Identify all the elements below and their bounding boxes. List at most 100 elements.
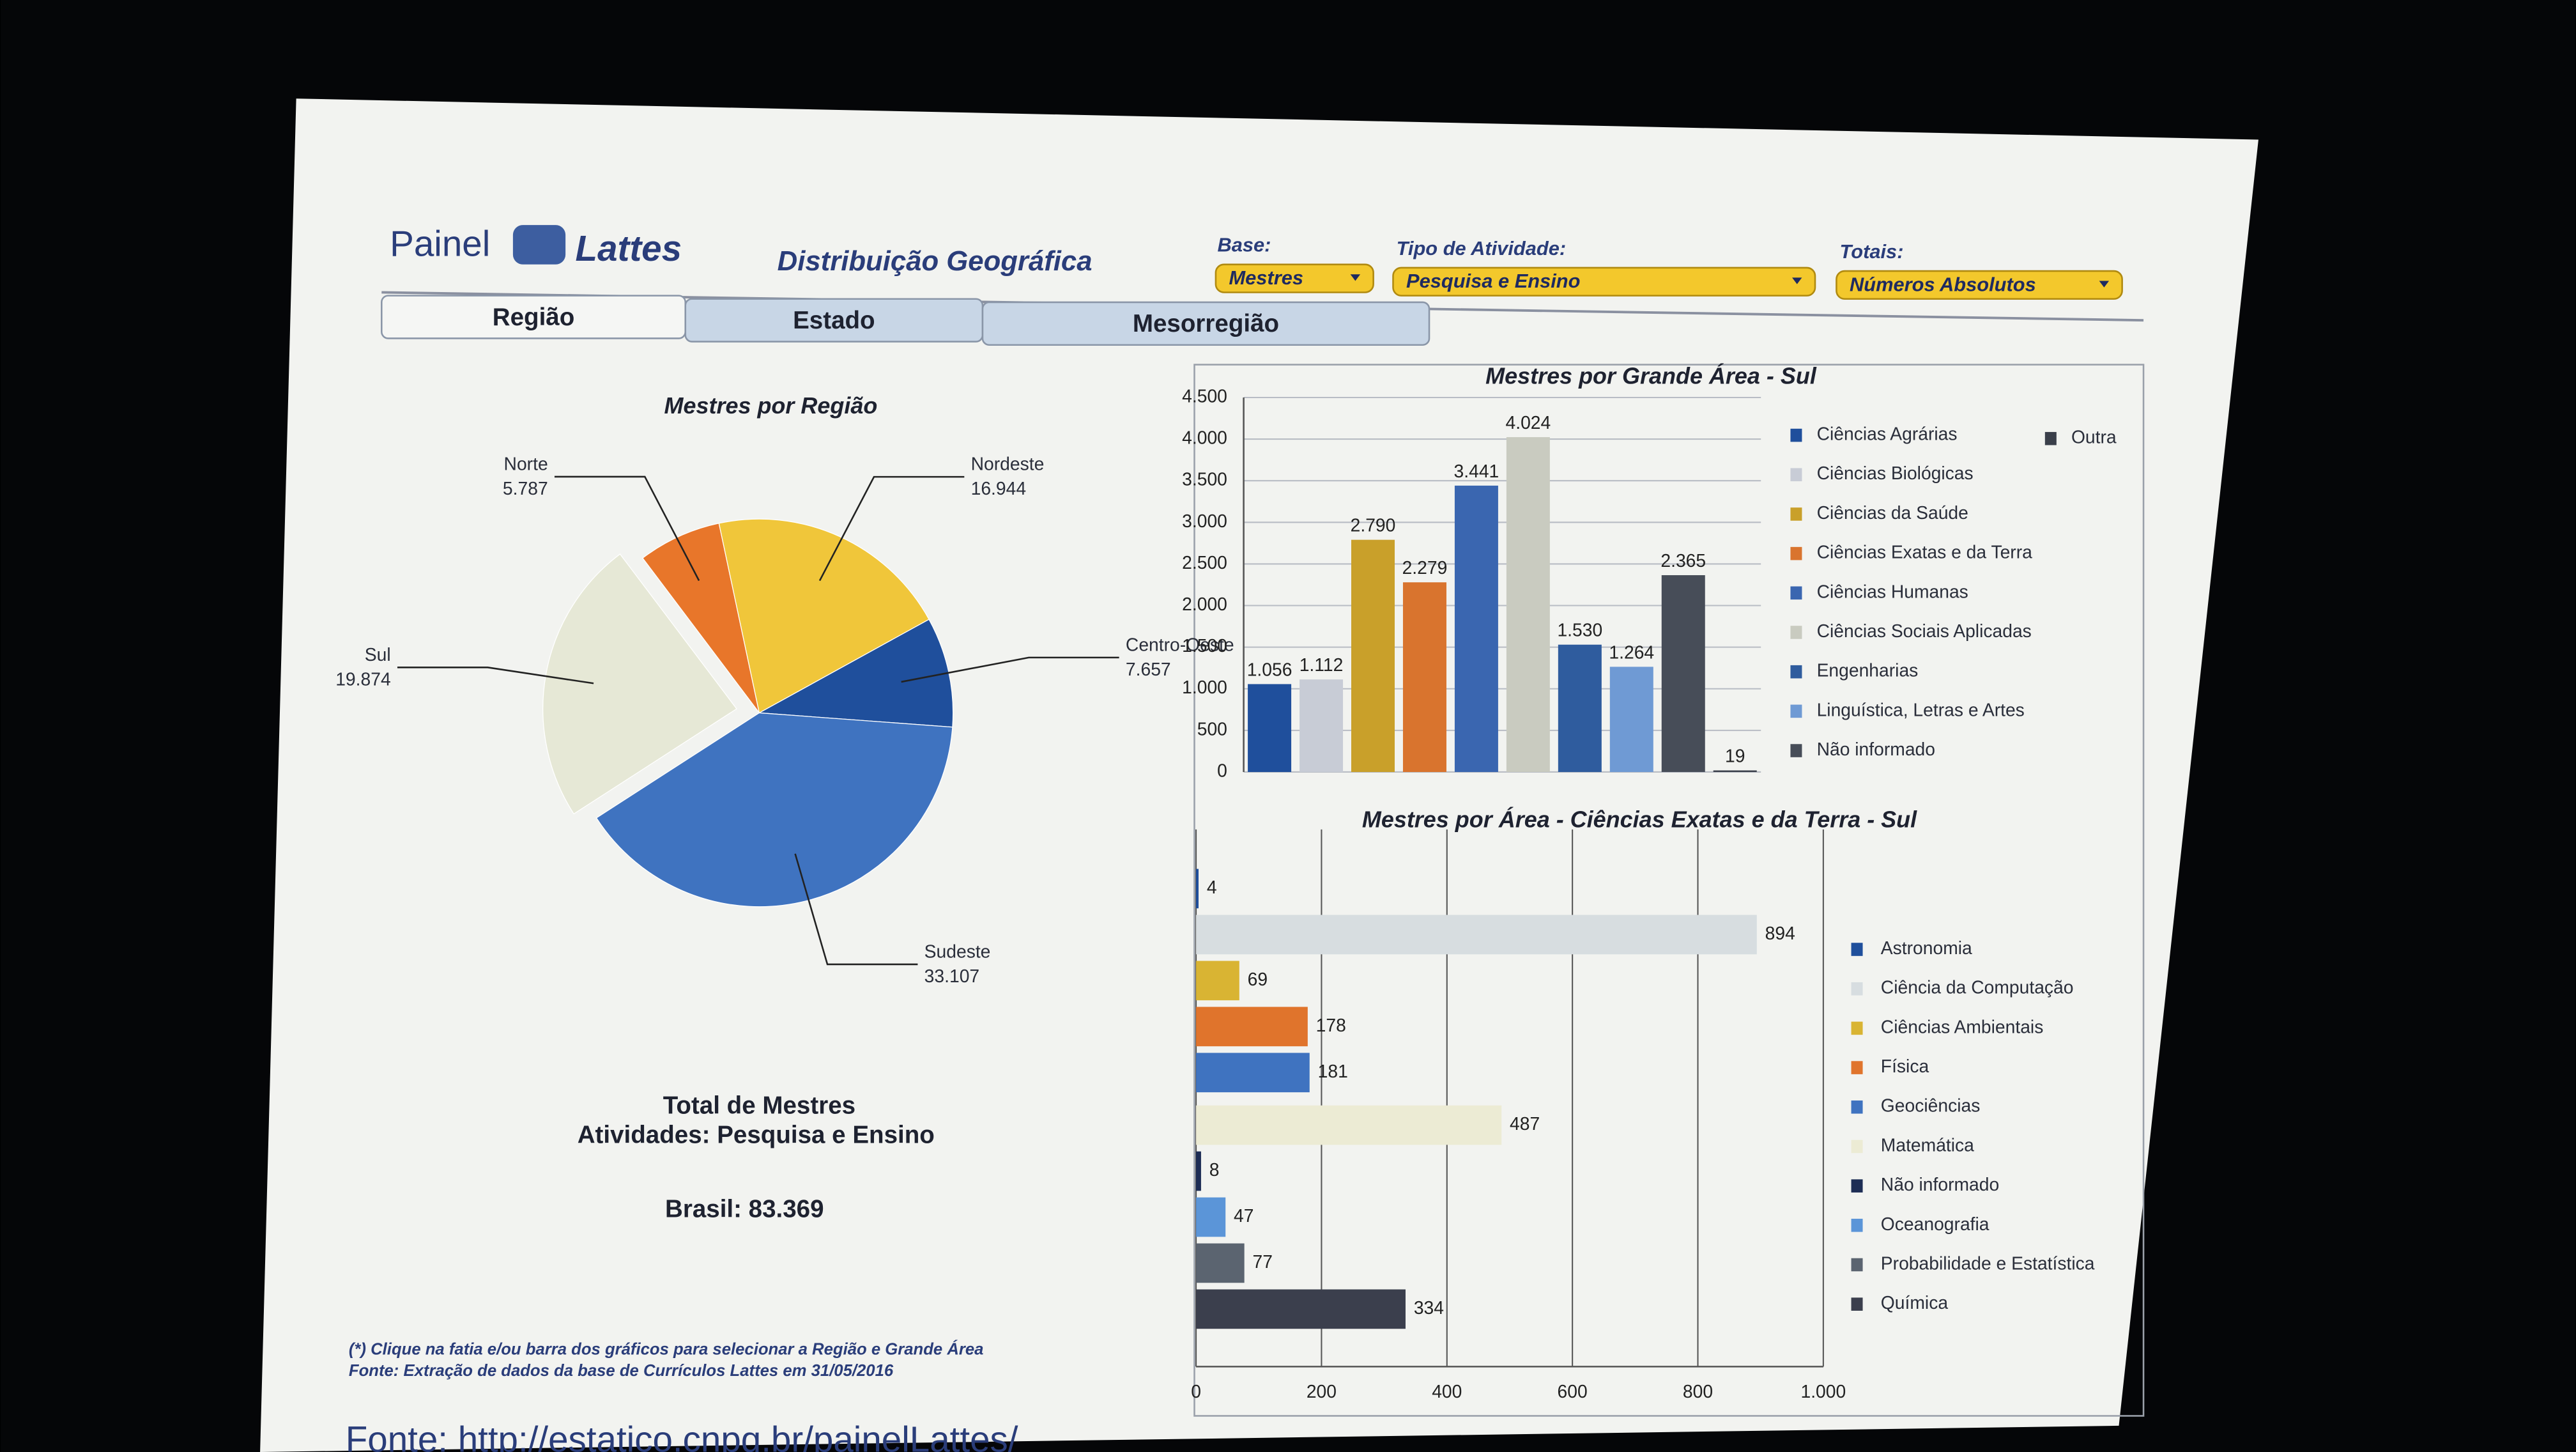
bar[interactable] [1351, 539, 1395, 772]
dropdown[interactable] [1392, 266, 1816, 297]
bar[interactable] [1196, 1105, 1502, 1145]
bar[interactable] [1402, 582, 1446, 772]
bar-value-label: 1.056 [1247, 659, 1292, 679]
bar-value-label: 4 [1207, 877, 1217, 897]
tab-label[interactable]: Mesorregião [1133, 310, 1279, 337]
bar-value-label: 2.790 [1351, 515, 1396, 536]
bar-value-label: 3.441 [1454, 461, 1499, 481]
pie-slice[interactable] [758, 619, 954, 728]
bar[interactable] [1196, 1053, 1310, 1093]
tab-label[interactable]: Estado [793, 307, 875, 334]
chart-frame [1193, 364, 2145, 1417]
bar[interactable] [1196, 1243, 1245, 1283]
bar-value-label: 334 [1414, 1297, 1444, 1318]
bar[interactable] [1196, 1197, 1226, 1237]
pie-slice[interactable] [718, 518, 930, 714]
legend-swatch [1851, 1021, 1863, 1035]
legend-swatch [1790, 586, 1802, 600]
chart-title: Mestres por Grande Área - Sul [1485, 363, 1817, 389]
legend-label: Química [1881, 1292, 1949, 1313]
legend-swatch [1851, 1297, 1863, 1311]
bar[interactable] [1661, 575, 1705, 772]
bar-value-label: 894 [1765, 923, 1795, 943]
bar-value-label: 1.264 [1609, 642, 1654, 662]
legend-swatch [2044, 431, 2057, 445]
paper [260, 98, 2258, 1452]
note: (*) Clique na fatia e/ou barra dos gráfi… [349, 1340, 984, 1358]
legend-label: Linguística, Letras e Artes [1817, 699, 2025, 720]
legend-swatch [1851, 1219, 1863, 1232]
y-tick-label: 0 [1217, 760, 1227, 780]
tab-label[interactable]: Região [493, 304, 575, 331]
y-tick-label: 4.000 [1182, 428, 1227, 448]
dropdown-arrow[interactable] [1792, 277, 1802, 284]
bar[interactable] [1248, 684, 1292, 772]
bar[interactable] [1196, 915, 1757, 955]
y-tick-label: 3.000 [1182, 511, 1227, 531]
bar-value-label: 1.112 [1300, 654, 1344, 675]
dropdown-value[interactable]: Mestres [1229, 266, 1303, 289]
bar[interactable] [1609, 667, 1653, 772]
legend-swatch [1790, 704, 1802, 718]
x-tick-label: 400 [1432, 1381, 1462, 1402]
legend-swatch [1790, 744, 1802, 757]
control-label: Tipo de Atividade: [1397, 237, 1567, 259]
slice-value: 7.657 [1126, 659, 1171, 679]
dropdown-value[interactable]: Pesquisa e Ensino [1406, 270, 1580, 292]
control-label: Totais: [1840, 240, 1904, 263]
control-label: Base: [1217, 234, 1271, 256]
pie-slice[interactable] [642, 523, 760, 713]
bar[interactable] [1196, 869, 1199, 909]
bar-value-label: 47 [1234, 1205, 1254, 1226]
legend-label: Não informado [1817, 739, 1935, 759]
legend-label: Ciências Biológicas [1817, 463, 1974, 483]
bar[interactable] [1558, 644, 1602, 772]
summary-total: Brasil: 83.369 [665, 1195, 824, 1223]
y-tick-label: 1.500 [1182, 635, 1227, 656]
bar[interactable] [1196, 1007, 1308, 1047]
bar-value-label: 8 [1209, 1159, 1220, 1180]
tab[interactable] [981, 301, 1430, 346]
legend-label: Engenharias [1817, 660, 1919, 681]
legend-label: Ciências Humanas [1817, 581, 1968, 601]
legend-label: Geociências [1881, 1095, 1981, 1116]
legend-label: Ciências Ambientais [1881, 1016, 2044, 1037]
dropdown-value[interactable]: Números Absolutos [1850, 273, 2036, 295]
bar[interactable] [1300, 679, 1344, 772]
y-tick-label: 4.500 [1182, 385, 1227, 406]
legend-swatch [1790, 507, 1802, 521]
legend-label: Ciências Sociais Aplicadas [1817, 621, 2032, 641]
x-tick-label: 0 [1191, 1381, 1201, 1402]
x-tick-label: 200 [1307, 1381, 1337, 1402]
bar[interactable] [1506, 436, 1550, 772]
legend-swatch [1790, 546, 1802, 560]
bar[interactable] [1196, 1151, 1201, 1191]
leader-line [794, 853, 918, 966]
slice-label: Norte [504, 453, 548, 474]
brand: Painel [390, 223, 490, 263]
summary-title: Total de Mestres [663, 1092, 855, 1119]
bar-value-label: 69 [1248, 969, 1268, 989]
pie-slice[interactable] [595, 712, 953, 908]
bar-value-label: 19 [1725, 745, 1745, 766]
legend-label: Ciências da Saúde [1817, 502, 1968, 523]
pie-slice[interactable] [542, 553, 737, 815]
bar-value-label: 487 [1510, 1113, 1540, 1134]
legend-label: Oceanografia [1881, 1214, 1989, 1234]
dropdown[interactable] [1215, 263, 1374, 293]
slice-label: Nordeste [971, 454, 1045, 474]
dropdown[interactable] [1836, 270, 2123, 300]
legend-label: Física [1881, 1056, 1929, 1076]
chart-title: Mestres por Área - Ciências Exatas e da … [1362, 807, 1917, 833]
bar[interactable] [1196, 1289, 1406, 1329]
caption: Fonte: http://estatico.cnpq.br/painelLat… [346, 1419, 1018, 1452]
dropdown-arrow[interactable] [1350, 274, 1361, 281]
legend-swatch [1851, 1061, 1863, 1074]
dropdown-arrow[interactable] [2099, 281, 2110, 288]
bar[interactable] [1196, 961, 1239, 1001]
bar[interactable] [1454, 485, 1498, 772]
page-title: Distribuição Geográfica [778, 245, 1092, 277]
bar-value-label: 181 [1318, 1061, 1348, 1081]
bar[interactable] [1713, 770, 1757, 772]
legend-label: Astronomia [1881, 938, 1972, 958]
